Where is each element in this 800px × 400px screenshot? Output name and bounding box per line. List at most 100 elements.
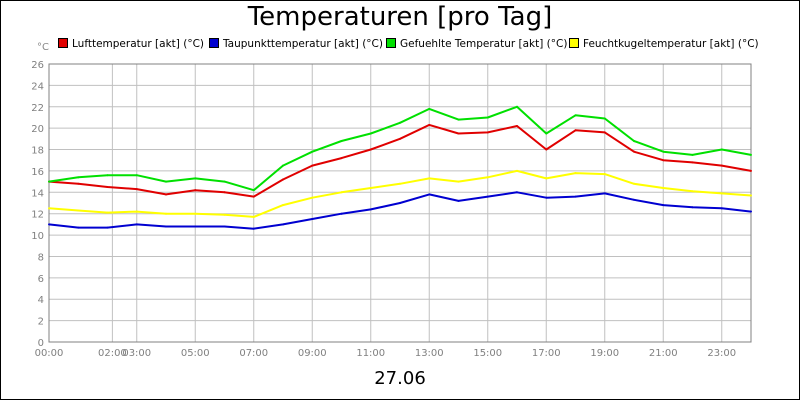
data-point <box>691 153 694 156</box>
data-point <box>486 131 489 134</box>
data-point <box>574 129 577 132</box>
x-tick-label: 05:00 <box>181 348 210 359</box>
x-tick-label: 07:00 <box>239 348 268 359</box>
data-point <box>545 132 548 135</box>
data-point <box>77 176 80 179</box>
data-point <box>135 210 138 213</box>
y-tick-label: 0 <box>38 338 44 349</box>
data-point <box>720 192 723 195</box>
data-point <box>603 117 606 120</box>
data-point <box>311 196 314 199</box>
data-point <box>633 139 635 142</box>
legend-swatch <box>209 38 219 48</box>
data-point <box>165 225 167 228</box>
data-point <box>633 198 635 201</box>
y-tick-label: 10 <box>31 231 44 242</box>
data-point <box>486 195 489 198</box>
y-tick-label: 14 <box>31 188 44 199</box>
legend-swatch <box>569 38 579 48</box>
data-point <box>457 199 460 202</box>
data-point <box>135 223 138 226</box>
data-point <box>48 180 50 183</box>
data-point <box>282 178 284 181</box>
data-point <box>750 194 752 197</box>
data-point <box>135 188 138 191</box>
data-point <box>106 174 109 177</box>
data-point <box>457 118 460 121</box>
data-point <box>399 202 401 204</box>
data-point <box>106 226 109 229</box>
legend-item-lufttemperatur: Lufttemperatur [akt] (°C) <box>58 38 204 50</box>
data-point <box>428 123 431 126</box>
legend-label: Lufttemperatur [akt] (°C) <box>72 38 204 50</box>
data-point <box>48 207 50 210</box>
data-point <box>486 116 489 119</box>
data-point <box>48 223 50 226</box>
data-point <box>165 180 167 183</box>
data-point <box>399 182 401 185</box>
date-label: 27.06 <box>374 368 426 389</box>
data-point <box>252 189 255 192</box>
data-point <box>574 114 577 117</box>
data-point <box>662 159 665 162</box>
data-point <box>720 148 723 151</box>
data-point <box>516 105 518 108</box>
data-point <box>340 212 343 215</box>
legend-item-taupunkttemperatur: Taupunkttemperatur [akt] (°C) <box>209 38 383 50</box>
data-point <box>428 193 431 196</box>
data-point <box>77 226 80 229</box>
data-point <box>77 209 80 212</box>
data-point <box>311 150 314 153</box>
data-point <box>750 153 752 156</box>
data-point <box>662 150 665 153</box>
y-tick-label: 6 <box>38 274 44 285</box>
data-point <box>106 211 109 214</box>
data-point <box>457 180 460 183</box>
data-point <box>252 227 255 230</box>
x-tick-label: 02:00 <box>98 348 127 359</box>
data-point <box>574 195 577 198</box>
data-point <box>603 173 606 176</box>
chart-title: Temperaturen [pro Tag] <box>247 2 553 32</box>
data-point <box>603 192 606 195</box>
x-tick-label: 15:00 <box>473 348 502 359</box>
data-point <box>633 150 635 153</box>
data-point <box>457 132 460 135</box>
y-tick-label: 20 <box>31 124 44 135</box>
x-tick-label: 13:00 <box>415 348 444 359</box>
data-point <box>369 148 372 151</box>
x-tick-label: 03:00 <box>122 348 151 359</box>
data-point <box>545 196 548 199</box>
data-point <box>165 193 167 196</box>
data-point <box>311 164 314 167</box>
data-point <box>428 107 431 110</box>
y-tick-label: 2 <box>38 317 44 328</box>
data-point <box>369 208 372 211</box>
data-point <box>369 187 372 190</box>
data-point <box>486 176 489 179</box>
data-point <box>516 191 518 194</box>
legend-label: Taupunkttemperatur [akt] (°C) <box>223 38 383 50</box>
data-point <box>77 182 80 185</box>
y-axis-unit: °C <box>37 42 49 53</box>
data-point <box>194 225 197 228</box>
legend-item-feuchtkugeltemperatur: Feuchtkugeltemperatur [akt] (°C) <box>569 38 759 50</box>
data-point <box>516 125 518 128</box>
data-point <box>340 139 343 142</box>
data-point <box>603 131 606 134</box>
legend-label: Gefuehlte Temperatur [akt] (°C) <box>400 38 568 50</box>
data-point <box>106 185 109 188</box>
data-point <box>223 180 226 183</box>
legend-label: Feuchtkugeltemperatur [akt] (°C) <box>583 38 759 50</box>
y-tick-label: 8 <box>38 252 44 263</box>
data-point <box>282 164 284 167</box>
y-tick-label: 4 <box>38 295 44 306</box>
data-point <box>750 169 752 172</box>
y-tick-label: 24 <box>31 81 44 92</box>
data-point <box>428 177 431 180</box>
data-point <box>165 212 167 215</box>
data-point <box>545 148 548 151</box>
y-tick-label: 18 <box>31 146 44 157</box>
x-tick-label: 17:00 <box>532 348 561 359</box>
data-point <box>282 204 284 207</box>
